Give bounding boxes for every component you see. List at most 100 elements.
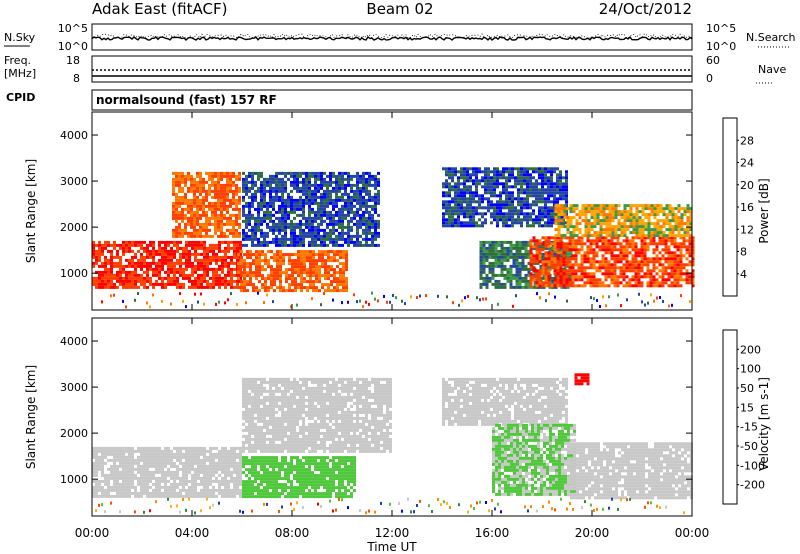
data-cell — [347, 198, 350, 202]
data-cell — [209, 276, 212, 280]
data-cell — [172, 171, 175, 175]
data-cell — [152, 255, 155, 259]
data-cell — [146, 261, 149, 265]
data-cell — [194, 255, 197, 259]
data-cell — [538, 197, 541, 201]
data-cell — [667, 254, 671, 258]
data-cell — [599, 222, 603, 226]
data-cell — [656, 234, 660, 238]
data-cell — [155, 470, 158, 474]
data-cell — [368, 189, 371, 193]
data-cell — [167, 267, 170, 271]
data-cell — [520, 203, 523, 207]
noise-panel: N.Sky 10^5 10^0 10^5 10^0 N.Search — [4, 22, 796, 53]
data-cell — [203, 302, 205, 306]
data-cell — [683, 228, 687, 232]
data-cell — [155, 485, 158, 489]
data-cell — [347, 177, 350, 181]
data-cell — [607, 269, 611, 273]
data-cell — [281, 213, 284, 217]
data-cell — [442, 200, 445, 204]
data-cell — [267, 262, 270, 266]
data-cell — [571, 254, 575, 258]
data-cell — [491, 261, 495, 265]
data-cell — [294, 283, 297, 287]
data-cell — [547, 236, 551, 240]
data-cell — [595, 266, 599, 270]
data-cell — [622, 275, 626, 279]
data-cell — [475, 167, 478, 171]
data-cell — [538, 212, 541, 216]
data-cell — [589, 260, 593, 264]
data-cell — [508, 203, 511, 207]
data-cell — [547, 218, 550, 222]
data-cell — [350, 216, 353, 220]
data-cell — [679, 278, 683, 282]
data-cell — [303, 280, 306, 284]
data-cell — [646, 245, 650, 249]
data-cell — [279, 277, 282, 281]
data-cell — [318, 274, 321, 278]
data-cell — [484, 173, 487, 177]
data-cell — [457, 191, 460, 195]
data-cell — [344, 213, 347, 217]
data-cell — [541, 272, 545, 276]
data-cell — [619, 275, 623, 279]
data-cell — [104, 282, 107, 286]
data-cell — [442, 203, 445, 207]
data-cell — [344, 189, 347, 193]
data-cell — [215, 302, 217, 306]
data-cell — [212, 249, 215, 253]
data-cell — [526, 221, 529, 225]
data-cell — [668, 234, 672, 238]
data-cell — [279, 280, 282, 284]
data-cell — [559, 188, 562, 192]
data-cell — [98, 464, 101, 468]
data-cell — [245, 201, 248, 205]
data-cell — [149, 282, 152, 286]
data-cell — [484, 182, 487, 186]
data-cell — [242, 177, 245, 181]
data-cell — [257, 291, 259, 295]
data-cell — [122, 243, 125, 247]
data-cell — [176, 240, 179, 244]
data-cell — [532, 266, 536, 270]
data-cell — [187, 210, 190, 214]
data-cell — [336, 271, 339, 275]
data-cell — [457, 188, 460, 192]
data-cell — [333, 286, 336, 290]
data-cell — [649, 275, 653, 279]
data-cell — [101, 249, 104, 253]
data-cell — [628, 278, 632, 282]
data-cell — [158, 485, 161, 489]
data-cell — [98, 479, 101, 483]
data-cell — [491, 282, 495, 286]
data-cell — [490, 182, 493, 186]
data-cell — [146, 455, 149, 459]
data-cell — [499, 206, 502, 210]
data-cell — [619, 254, 623, 258]
data-cell — [284, 228, 287, 232]
data-cell — [279, 265, 282, 269]
data-cell — [505, 218, 508, 222]
data-cell — [233, 261, 236, 265]
data-cell — [395, 296, 397, 300]
data-cell — [401, 299, 403, 303]
data-cell — [547, 179, 550, 183]
data-cell — [655, 254, 659, 258]
data-cell — [172, 186, 175, 190]
data-cell — [119, 485, 122, 489]
data-cell — [303, 271, 306, 275]
data-cell — [509, 282, 513, 286]
data-cell — [544, 182, 547, 186]
data-cell — [541, 167, 544, 171]
data-cell — [679, 236, 683, 240]
data-cell — [119, 470, 122, 474]
data-cell — [202, 201, 205, 205]
data-cell — [257, 243, 260, 247]
data-cell — [306, 253, 309, 257]
data-cell — [104, 279, 107, 283]
data-cell — [488, 270, 492, 274]
data-cell — [276, 274, 279, 278]
data-cell — [464, 296, 466, 300]
